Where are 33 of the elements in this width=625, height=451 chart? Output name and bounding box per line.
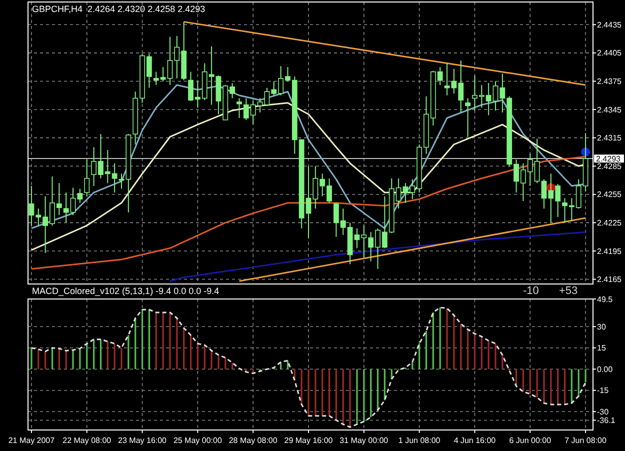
x-tick-label: 29 May 16:00 xyxy=(284,436,334,445)
y-tick-label: 2.4435 xyxy=(597,20,622,30)
y-tick-label: 0.00 xyxy=(597,364,614,374)
x-tick-label: 23 May 16:00 xyxy=(118,436,168,445)
x-tick-label: 7 Jun 08:00 xyxy=(564,436,607,445)
y-tick-label: -36.1 xyxy=(597,416,616,426)
x-tick-label: 28 May 08:00 xyxy=(228,436,278,445)
x-tick-label: 31 May 00:00 xyxy=(340,436,389,445)
y-tick-label: 49.5 xyxy=(597,294,614,304)
x-tick-label: 1 Jun 08:00 xyxy=(398,436,441,445)
y-tick-label: -30 xyxy=(597,407,610,416)
y-tick-label: 2.4285 xyxy=(597,162,622,171)
text: -10 xyxy=(523,285,539,297)
y-tick-label: 2.4225 xyxy=(597,218,622,228)
y-tick-label: 2.4375 xyxy=(597,77,622,86)
y-tick-label: 15 xyxy=(597,344,606,353)
chart-title: GBPCHF,H4 2.4264 2.4320 2.4258 2.4293 xyxy=(32,4,206,14)
y-tick-label: -15 xyxy=(597,386,610,396)
y-tick-label: 2.4315 xyxy=(597,134,622,143)
y-tick-label: 30 xyxy=(597,322,606,332)
y-tick-label: 2.4195 xyxy=(597,246,622,256)
text: +53 xyxy=(559,285,578,297)
y-tick-label: 2.4405 xyxy=(597,48,622,58)
chart-title: MACD_Colored_v102 (5,13,1) -9.4 0.0 0.0 -9.4 xyxy=(32,286,220,296)
y-tick-label: 2.4255 xyxy=(597,190,622,200)
ref-line-label: 2.4293 xyxy=(596,154,622,164)
x-tick-label: 21 May 2007 xyxy=(8,436,56,445)
x-tick-label: 4 Jun 16:00 xyxy=(454,436,496,445)
x-tick-label: 6 Jun 00:00 xyxy=(509,436,552,445)
x-tick-label: 25 May 00:00 xyxy=(173,436,222,445)
y-tick-label: 2.4345 xyxy=(597,105,622,114)
x-tick-label: 22 May 08:00 xyxy=(62,436,112,445)
y-tick-label: 2.4165 xyxy=(597,275,622,284)
